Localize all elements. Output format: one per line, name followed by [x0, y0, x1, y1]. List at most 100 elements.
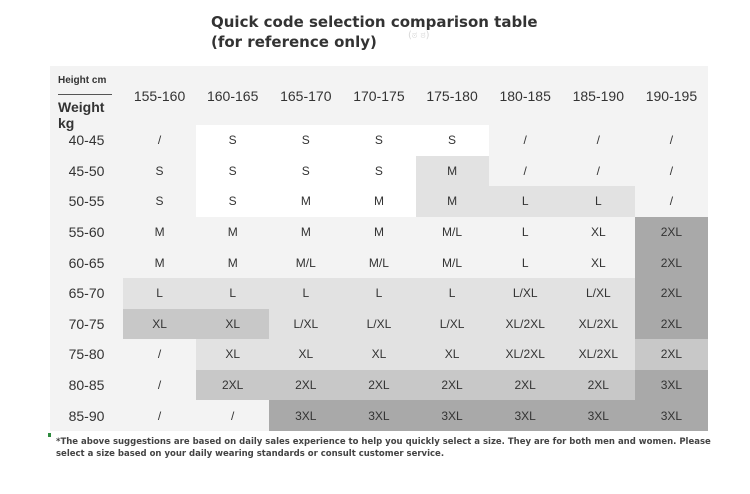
size-cell: M/L — [415, 247, 489, 278]
table-row: 65-70 L L L L L L/XL L/XL 2XL — [50, 277, 708, 309]
size-cell: 2XL — [269, 369, 343, 401]
size-cell: 3XL — [634, 369, 708, 401]
size-cell: M/L — [342, 247, 416, 278]
weight-row-label: 60-65 — [50, 247, 123, 278]
size-cell: S — [123, 186, 197, 217]
size-cell: XL — [342, 339, 416, 370]
height-axis-label: Height cm — [58, 75, 107, 86]
size-cell: S — [269, 155, 343, 187]
size-cell: M — [196, 247, 270, 278]
weight-row-label: 65-70 — [50, 277, 123, 309]
size-cell: M — [269, 216, 343, 248]
table-row: 55-60 M M M M M/L L XL 2XL — [50, 216, 708, 248]
height-column-header: 175-180 — [415, 66, 489, 125]
height-column-header: 180-185 — [488, 66, 562, 125]
size-cell: 2XL — [634, 216, 708, 248]
size-table-container: Height cm Weight kg 155-160 160-165 165-17… — [50, 66, 708, 431]
size-cell: M — [123, 247, 197, 278]
size-cell: 3XL — [415, 400, 489, 431]
size-cell: / — [488, 125, 562, 156]
height-column-header: 155-160 — [123, 66, 197, 125]
size-cell: / — [561, 155, 635, 187]
table-row: 75-80/XL XL XL XL XL/2XL XL/2XL 2XL — [50, 339, 708, 370]
size-cell: M — [342, 216, 416, 248]
size-cell: 3XL — [561, 400, 635, 431]
height-column-header: 185-190 — [561, 66, 635, 125]
size-cell: L — [196, 277, 270, 309]
size-cell: 3XL — [488, 400, 562, 431]
size-cell: M — [342, 186, 416, 217]
height-column-header: 190-195 — [634, 66, 708, 125]
size-cell: XL — [123, 308, 197, 340]
size-cell: XL — [196, 339, 270, 370]
size-cell: S — [342, 125, 416, 156]
size-cell: / — [634, 125, 708, 156]
size-cell: L — [488, 186, 562, 217]
size-cell: M/L — [269, 247, 343, 278]
size-cell: S — [269, 125, 343, 156]
size-cell: XL — [561, 216, 635, 248]
size-cell: M — [415, 186, 489, 217]
table-row: 60-65 M M M/L M/L M/L L XL 2XL — [50, 247, 708, 278]
size-cell: XL — [415, 339, 489, 370]
table-row: 40-45/S S S S / / / — [50, 125, 708, 156]
weight-row-label: 85-90 — [50, 400, 123, 431]
table-row: 85-90//3XL 3XL 3XL 3XL 3XL 3XL — [50, 400, 708, 431]
size-cell: XL — [561, 247, 635, 278]
size-cell: / — [196, 400, 270, 431]
size-cell: M/L — [415, 216, 489, 248]
size-cell: 2XL — [634, 277, 708, 309]
size-cell: S — [196, 155, 270, 187]
size-cell: XL — [269, 339, 343, 370]
size-cell: L — [561, 186, 635, 217]
size-cell: M — [415, 155, 489, 187]
weight-row-label: 70-75 — [50, 308, 123, 340]
size-cell: S — [415, 125, 489, 156]
size-cell: L — [488, 247, 562, 278]
page-title: Quick code selection comparison table (f… — [211, 13, 538, 51]
weight-axis-label: Weight kg — [58, 99, 105, 131]
footnote: *The above suggestions are based on dail… — [56, 437, 711, 459]
weight-row-label: 75-80 — [50, 339, 123, 370]
size-cell: L — [415, 277, 489, 309]
weight-row-label: 50-55 — [50, 186, 123, 217]
size-cell: 2XL — [342, 369, 416, 401]
size-cell: / — [561, 125, 635, 156]
size-cell: 2XL — [561, 369, 635, 401]
size-cell: L/XL — [561, 277, 635, 309]
size-comparison-table: Height cm Weight kg 155-160 160-165 165-17… — [50, 66, 708, 431]
size-cell: 3XL — [342, 400, 416, 431]
size-cell: L/XL — [415, 308, 489, 340]
weight-row-label: 40-45 — [50, 125, 123, 156]
size-cell: 2XL — [634, 308, 708, 340]
table-row: 50-55 S S M M M L L / — [50, 186, 708, 217]
size-cell: 2XL — [634, 339, 708, 370]
size-cell: / — [123, 400, 197, 431]
size-cell: S — [342, 155, 416, 187]
size-cell: / — [123, 125, 197, 156]
table-row: 70-75 XL XL L/XL L/XL L/XL XL/2XL XL/2XL 2XL — [50, 308, 708, 340]
size-cell: 3XL — [269, 400, 343, 431]
corner-cell: Height cm Weight kg — [50, 66, 123, 131]
size-cell: 2XL — [634, 247, 708, 278]
size-cell: / — [634, 155, 708, 187]
size-cell: L — [342, 277, 416, 309]
size-cell: L — [123, 277, 197, 309]
size-cell: L/XL — [488, 277, 562, 309]
height-column-header: 165-170 — [269, 66, 343, 125]
size-cell: 2XL — [196, 369, 270, 401]
size-cell: / — [488, 155, 562, 187]
size-cell: XL/2XL — [488, 308, 562, 340]
table-row: 45-50 S S S S M / / / — [50, 155, 708, 187]
header-row: Height cm Weight kg 155-160 160-165 165-17… — [50, 66, 708, 131]
decorative-mark — [48, 433, 51, 437]
size-cell: XL — [196, 308, 270, 340]
height-column-header: 160-165 — [196, 66, 270, 125]
size-cell: S — [123, 155, 197, 187]
size-cell: 2XL — [488, 369, 562, 401]
size-cell: XL/2XL — [561, 308, 635, 340]
weight-row-label: 80-85 — [50, 369, 123, 401]
size-cell: M — [269, 186, 343, 217]
size-cell: / — [123, 339, 197, 370]
table-row: 80-85/2XL 2XL 2XL 2XL 2XL 2XL 3XL — [50, 369, 708, 401]
